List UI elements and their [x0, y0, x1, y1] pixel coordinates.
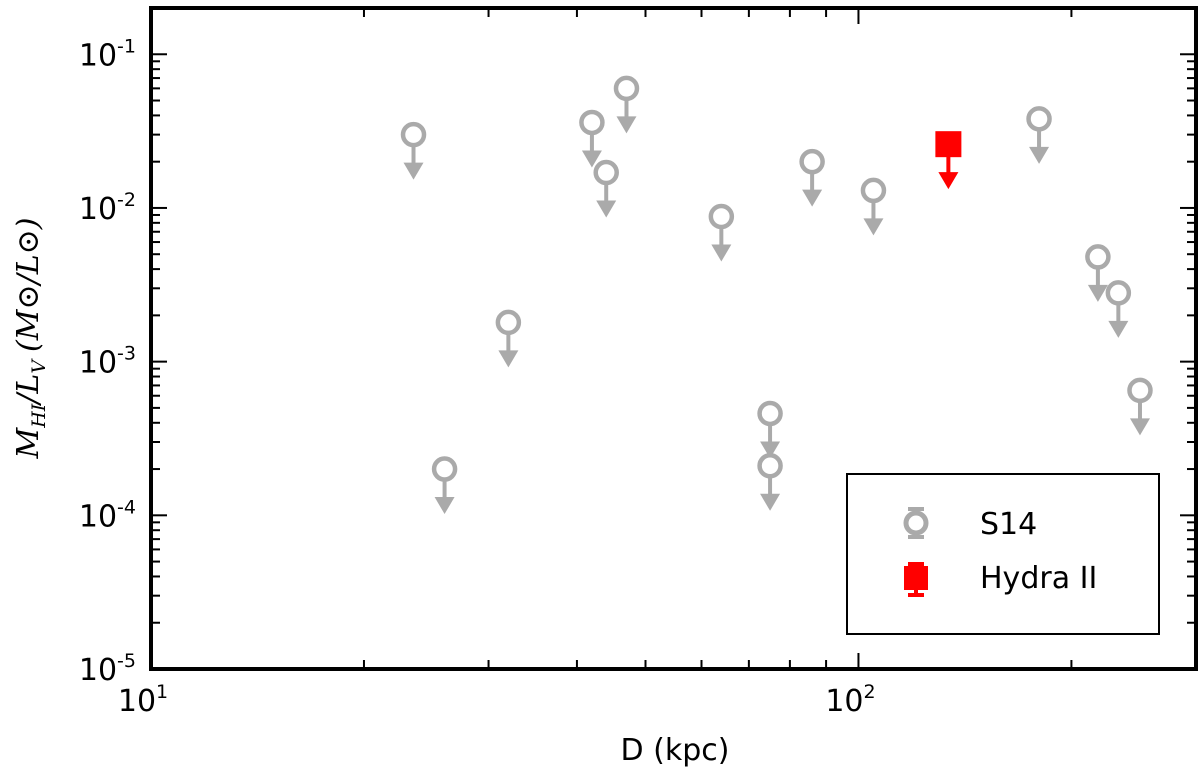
y-tick-label: 10-4 [79, 496, 136, 534]
y-axis-label: MHI/LV(M⊙/L⊙) [11, 218, 50, 460]
legend-marker-s14 [903, 507, 929, 539]
data-point-s14 [400, 121, 427, 180]
plot-frame [149, 6, 1198, 671]
data-point-hydra-ii [935, 131, 962, 190]
x-tick-label: 102 [825, 681, 875, 719]
data-point-s14 [799, 148, 825, 207]
data-point-s14 [757, 453, 783, 511]
legend-label-hydra-ii: Hydra II [980, 561, 1097, 596]
data-point-s14 [1026, 106, 1052, 164]
y-tick-label: 10-5 [79, 650, 136, 688]
data-point-s14 [431, 456, 458, 515]
x-tick-label: 101 [118, 681, 168, 719]
x-axis-label: D (kpc) [621, 733, 730, 768]
y-tick-label: 10-3 [79, 343, 136, 381]
data-point-s14 [613, 75, 640, 134]
data-point-s14 [495, 309, 522, 368]
data-point-s14 [593, 159, 619, 218]
y-tick-label: 10-1 [79, 35, 136, 73]
data-points [400, 75, 1153, 515]
data-point-s14 [1127, 377, 1153, 436]
data-point-s14 [1085, 244, 1111, 302]
legend-box [846, 473, 1160, 635]
data-point-s14 [860, 177, 887, 236]
data-point-s14 [708, 203, 735, 262]
legend-label-s14: S14 [980, 507, 1037, 542]
data-point-s14 [579, 109, 605, 168]
y-axis-ticks: 10-5 10-4 10-3 10-2 10-1 [79, 7, 1196, 688]
y-tick-label: 10-2 [79, 189, 136, 227]
legend: S14 Hydra II [846, 473, 1160, 635]
data-point-s14 [1105, 280, 1132, 338]
legend-marker-hydra-ii [904, 562, 928, 597]
svg-text:MHI/LV(M⊙/L⊙): MHI/LV(M⊙/L⊙) [11, 218, 50, 460]
data-point-s14 [757, 400, 783, 459]
